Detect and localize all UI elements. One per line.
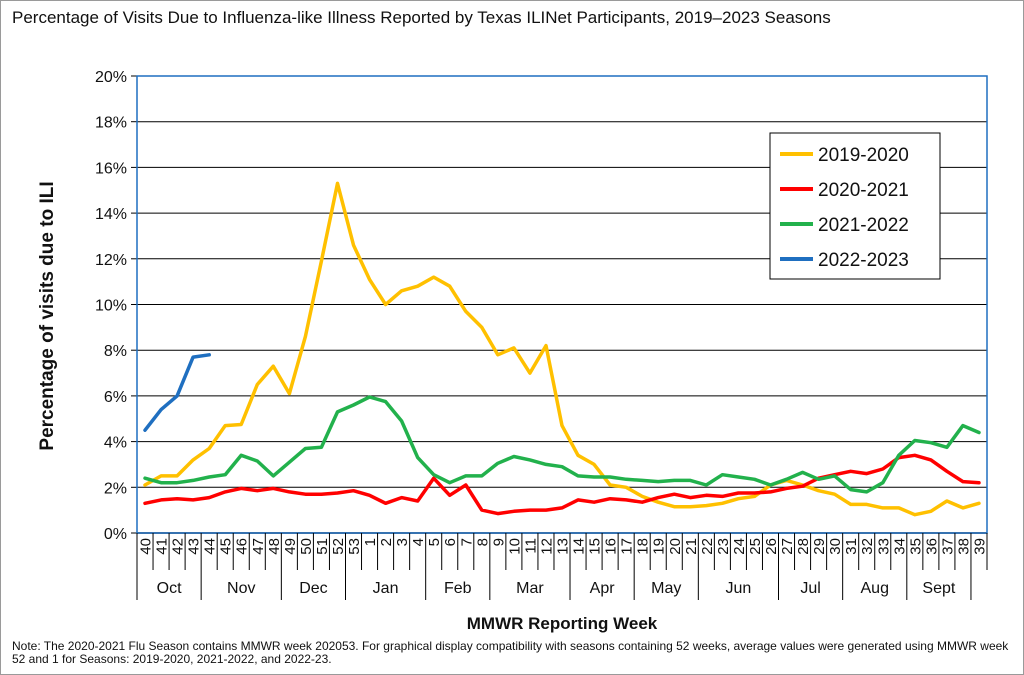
y-tick-label: 4% [104, 435, 127, 452]
x-tick-label: 3 [394, 538, 411, 546]
x-tick-label: 36 [923, 538, 940, 555]
y-axis-label: Percentage of visits due to ILI [37, 181, 58, 450]
x-tick-label: 14 [571, 538, 588, 555]
month-label: Aug [861, 580, 889, 597]
x-tick-label: 17 [619, 538, 636, 555]
x-tick-label: 21 [683, 538, 700, 555]
y-tick-label: 0% [104, 526, 127, 543]
x-tick-label: 15 [587, 538, 604, 555]
x-tick-label: 24 [731, 538, 748, 555]
x-tick-label: 10 [506, 538, 523, 555]
x-tick-label: 33 [875, 538, 892, 555]
legend-label: 2021-2022 [818, 215, 909, 236]
x-tick-label: 25 [747, 538, 764, 555]
x-tick-label: 6 [442, 538, 459, 546]
x-tick-label: 44 [202, 538, 219, 555]
x-tick-label: 7 [458, 538, 475, 546]
x-tick-label: 43 [186, 538, 203, 555]
y-tick-label: 6% [104, 389, 127, 406]
x-tick-label: 53 [346, 538, 363, 555]
x-axis-label: MMWR Reporting Week [467, 614, 658, 633]
plot-area-border [136, 75, 988, 534]
x-tick-label: 52 [330, 538, 347, 555]
x-tick-label: 37 [939, 538, 956, 555]
y-tick-label: 18% [95, 115, 127, 132]
x-tick-label: 32 [859, 538, 876, 555]
month-label: Feb [444, 580, 472, 597]
series-line-2021-2022 [143, 395, 981, 494]
y-tick-label: 20% [95, 69, 127, 86]
month-label: Dec [299, 580, 327, 597]
x-tick-label: 30 [827, 538, 844, 555]
x-tick-label: 5 [426, 538, 443, 546]
y-tick-label: 14% [95, 206, 127, 223]
x-tick-label: 49 [282, 538, 299, 555]
x-tick-label: 41 [154, 538, 171, 555]
series-line-2019-2020 [143, 181, 981, 517]
x-tick-label: 19 [651, 538, 668, 555]
x-tick-label: 9 [490, 538, 507, 546]
y-tick-label: 2% [104, 480, 127, 497]
x-tick-label: 48 [266, 538, 283, 555]
month-label: Jul [800, 580, 820, 597]
x-tick-label: 13 [555, 538, 572, 555]
y-tick-label: 16% [95, 160, 127, 177]
x-tick-label: 35 [907, 538, 924, 555]
legend-box [769, 132, 941, 280]
month-label: Nov [227, 580, 255, 597]
x-tick-label: 28 [795, 538, 812, 555]
x-tick-label: 11 [522, 538, 539, 554]
x-tick-label: 26 [763, 538, 780, 555]
x-tick-label: 22 [699, 538, 716, 555]
x-tick-label: 42 [170, 538, 187, 555]
legend-label: 2020-2021 [818, 180, 909, 201]
x-axis-table: 40 41 42 43 44 45 46 47 48 49 50 51 52 53 1 2 3 4 5 6 7 8 9 10 1… [136, 533, 988, 600]
y-tick-label: 8% [104, 343, 127, 360]
x-tick-label: 29 [811, 538, 828, 555]
month-label: Jun [726, 580, 752, 597]
month-label: Apr [590, 580, 616, 597]
x-tick-label: 1 [362, 538, 379, 546]
series-line-2022-2023 [143, 353, 211, 432]
x-tick-label: 34 [891, 538, 908, 555]
x-tick-label: 18 [635, 538, 652, 555]
y-tick-labels: 0% 2% 4% 6% 8% 10% 12% 14% 16% 18% 20% [95, 69, 127, 543]
legend-label: 2019-2020 [818, 145, 909, 166]
month-label: Oct [157, 580, 182, 597]
y-tick-label: 12% [95, 252, 127, 269]
legend: 2019-2020 2020-2021 2021-2022 2022-2023 [769, 132, 941, 280]
legend-label: 2022-2023 [818, 250, 909, 271]
x-tick-label: 39 [971, 538, 988, 555]
month-label: Jan [373, 580, 399, 597]
x-tick-label: 2 [378, 538, 395, 546]
x-tick-label: 31 [843, 538, 860, 555]
x-tick-label: 16 [603, 538, 620, 555]
x-tick-label: 45 [218, 538, 235, 555]
chart-title: Percentage of Visits Due to Influenza-li… [12, 8, 831, 27]
x-tick-label: 20 [667, 538, 684, 555]
x-tick-label: 12 [538, 538, 555, 555]
x-tick-label: 51 [314, 538, 331, 555]
series-line-2020-2021 [143, 453, 981, 516]
x-tick-label: 50 [298, 538, 315, 555]
x-tick-label: 46 [234, 538, 251, 555]
x-tick-label: 8 [474, 538, 491, 546]
footnote: Note: The 2020-2021 Flu Season contains … [12, 639, 1009, 666]
x-tick-label: 27 [779, 538, 796, 555]
x-tick-label: 4 [410, 538, 427, 546]
x-tick-label: 40 [138, 538, 155, 555]
month-label: Sept [922, 580, 955, 597]
x-tick-label: 38 [955, 538, 972, 555]
month-label: Mar [516, 580, 544, 597]
series-lines [143, 181, 981, 517]
month-label: May [651, 580, 681, 597]
y-tick-label: 10% [95, 298, 127, 315]
x-tick-label: 23 [715, 538, 732, 555]
x-tick-label: 47 [250, 538, 267, 555]
